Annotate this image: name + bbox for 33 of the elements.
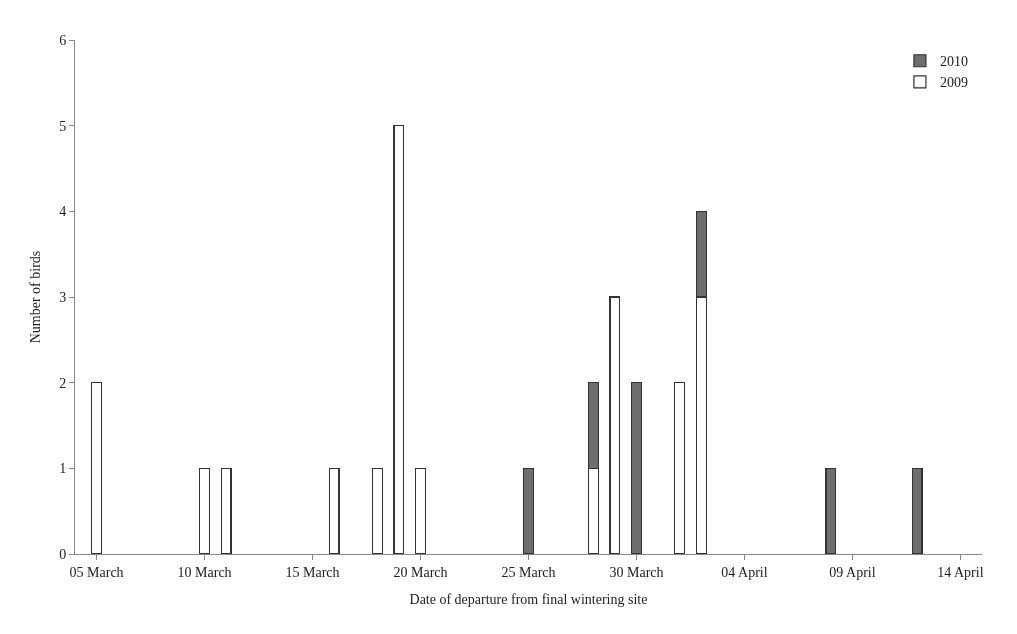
bar: [415, 467, 426, 554]
bar: [371, 467, 383, 554]
y-axis-title: Number of birds: [27, 250, 43, 344]
y-tick-label: 3: [59, 289, 67, 305]
bar: [328, 467, 340, 554]
bar: [91, 382, 103, 554]
x-tick-label: 15 March: [285, 564, 340, 580]
y-tick-label: 4: [59, 204, 67, 220]
bar: [523, 467, 534, 554]
x-axis-title: Date of departure from final wintering site: [409, 592, 648, 608]
x-tick-label: 30 March: [609, 564, 664, 580]
bar: [609, 296, 621, 554]
legend-label: 2009: [939, 75, 968, 91]
y-tick-label: 5: [59, 118, 67, 134]
y-tick-label: 0: [59, 546, 67, 562]
x-tick-label: 20 March: [393, 564, 448, 580]
bar: [393, 125, 405, 554]
y-tick-label: 2: [59, 375, 67, 391]
x-tick-label: 25 March: [501, 564, 556, 580]
x-tick-label: 05 March: [69, 564, 124, 580]
legend-label: 2010: [939, 54, 968, 70]
bar: [674, 382, 686, 554]
y-tick-label: 1: [59, 461, 67, 477]
y-tick-label: 6: [59, 32, 67, 48]
x-tick-label: 10 March: [177, 564, 232, 580]
x-tick-label: 14 April: [937, 564, 984, 580]
x-tick-label: 09 April: [829, 564, 876, 580]
bar: [631, 382, 642, 554]
bar: [911, 467, 923, 554]
x-tick-label: 04 April: [721, 564, 768, 580]
bar: [825, 467, 837, 554]
bar: [220, 467, 232, 554]
bar: [199, 467, 211, 554]
